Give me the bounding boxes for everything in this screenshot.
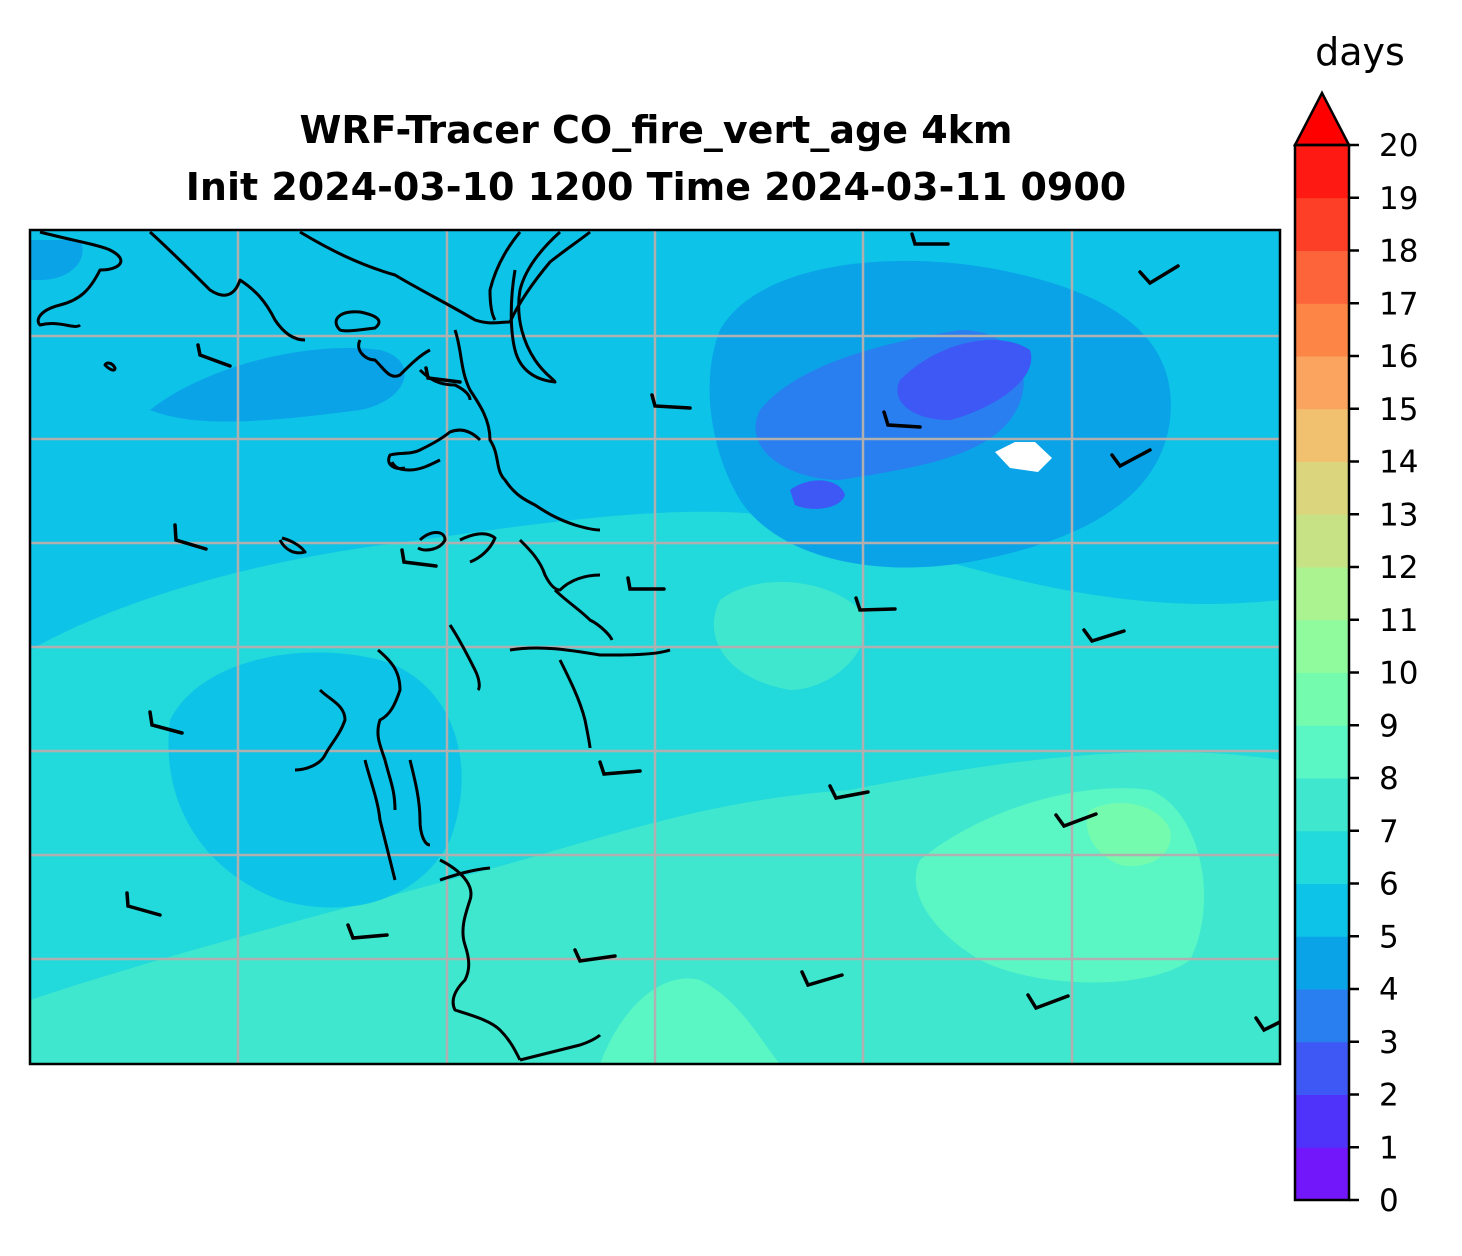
colorbar-tick-label: 3 [1379, 1025, 1399, 1061]
colorbar-tick-label: 19 [1379, 181, 1418, 217]
field-band-10 [1086, 802, 1171, 866]
field-band-missing [995, 442, 1052, 472]
colorbar-extend-arrow [1292, 90, 1352, 147]
colorbar-tick-label: 1 [1379, 1130, 1399, 1166]
colorbar-band [1295, 619, 1349, 673]
colorbar-tick-label: 18 [1379, 234, 1418, 270]
colorbar-tick-label: 8 [1379, 761, 1399, 797]
coastlines [36, 230, 671, 1062]
colorbar-band [1295, 461, 1349, 515]
colorbar-tick-label: 20 [1379, 128, 1418, 164]
colorbar-tick-label: 6 [1379, 867, 1399, 903]
field-band-6-west [168, 652, 462, 908]
map-title-line1: WRF-Tracer CO_fire_vert_age 4km [299, 108, 1013, 152]
colorbar-tick-label: 12 [1379, 550, 1418, 586]
colorbar-band [1295, 725, 1349, 779]
colorbar-band [1295, 250, 1349, 304]
colorbar-tick-label: 2 [1379, 1078, 1399, 1114]
colorbar-band [1295, 514, 1349, 568]
field-band-5-nw [30, 240, 83, 280]
field-band-9-south [600, 978, 780, 1064]
colorbar-band [1295, 883, 1349, 937]
colorbar-band [1295, 672, 1349, 726]
colorbar-band [1295, 830, 1349, 884]
colorbar-tick-label: 10 [1379, 656, 1418, 692]
colorbar-band [1295, 567, 1349, 621]
colorbar-tick-label: 9 [1379, 708, 1399, 744]
colorbar-band [1295, 303, 1349, 357]
colorbar-tick-label: 7 [1379, 814, 1399, 850]
colorbar-band [1295, 197, 1349, 251]
map-title-line2: Init 2024-03-10 1200 Time 2024-03-11 090… [185, 165, 1127, 209]
colorbar-band [1295, 989, 1349, 1043]
colorbar-band [1295, 778, 1349, 832]
map-frame [28, 228, 1282, 1066]
field-band-8-north [713, 581, 865, 690]
colorbar-band [1295, 356, 1349, 410]
colorbar-tick-label: 17 [1379, 286, 1418, 322]
colorbar-band [1295, 1041, 1349, 1095]
field-band-3-south [790, 480, 845, 509]
gridlines [30, 230, 1280, 1064]
colorbar-unit-label: days [1315, 30, 1405, 74]
colorbar-tick-label: 11 [1379, 603, 1418, 639]
colorbar-tick-label: 5 [1379, 919, 1399, 955]
colorbar-tick-label: 14 [1379, 445, 1418, 481]
field-band-3 [897, 340, 1032, 420]
wind-barbs [125, 232, 1280, 1033]
colorbar-band [1295, 1094, 1349, 1148]
colorbar-tick-label: 0 [1379, 1183, 1399, 1219]
field-band-5-west [150, 348, 405, 422]
colorbar-band [1295, 408, 1349, 462]
colorbar-band [1295, 936, 1349, 990]
colorbar-tick-label: 4 [1379, 972, 1399, 1008]
colorbar-bands [1295, 145, 1349, 1201]
colorbar-band [1295, 145, 1349, 199]
colorbar-band [1295, 1147, 1349, 1201]
colorbar-tick-label: 13 [1379, 497, 1418, 533]
colorbar-tick-label: 16 [1379, 339, 1418, 375]
colorbar-tick-label: 15 [1379, 392, 1418, 428]
